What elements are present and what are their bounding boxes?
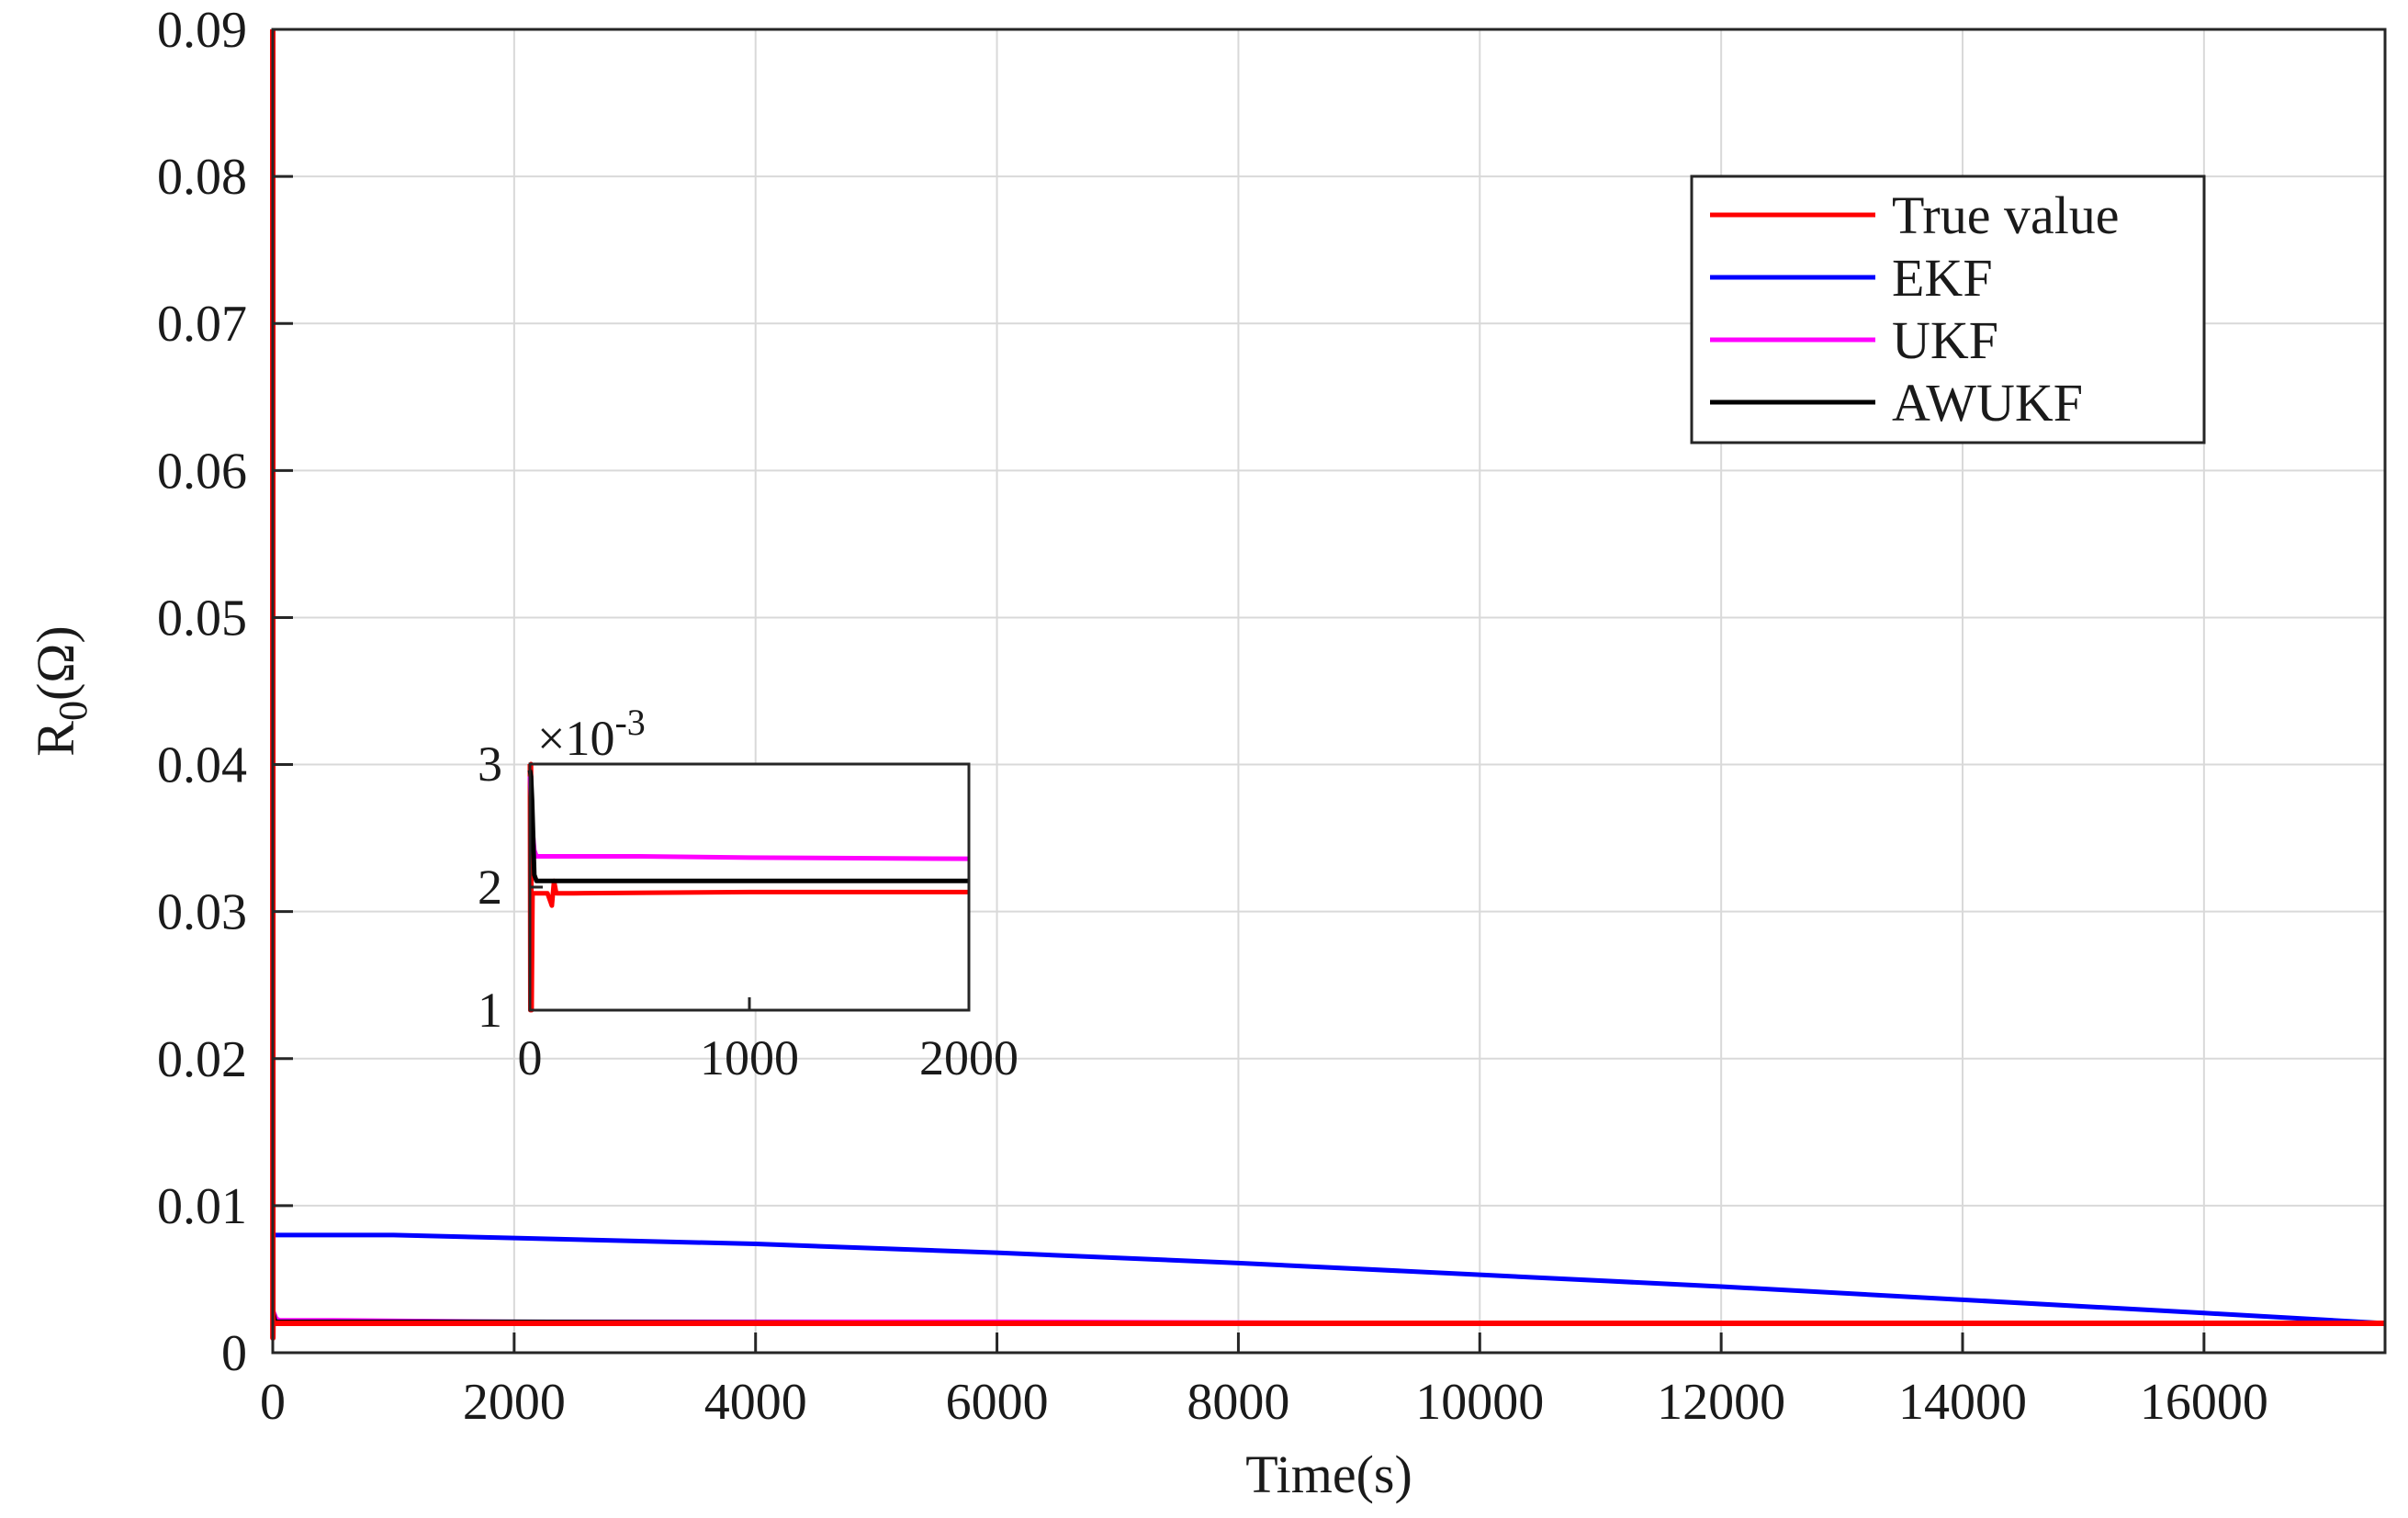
y-tick-label: 0.09 — [157, 2, 247, 59]
inset-multiplier-base: ×10 — [537, 711, 614, 766]
inset-x-tick-label: 2000 — [919, 1030, 1018, 1085]
y-tick-label: 0.03 — [157, 884, 247, 941]
y-axis-title-subscript: 0 — [51, 701, 96, 721]
y-tick-label: 0.07 — [157, 296, 247, 353]
main-plot-frame — [271, 28, 2387, 1355]
legend-label: UKF — [1892, 310, 1998, 370]
inset-background — [530, 764, 969, 1010]
y-tick-label: 0.06 — [157, 443, 247, 500]
y-tick-label: 0.02 — [157, 1031, 247, 1088]
x-tick-label: 14000 — [1898, 1374, 2027, 1431]
legend-label: AWUKF — [1892, 373, 2083, 433]
x-tick-label: 10000 — [1415, 1374, 1544, 1431]
inset-x-tick-label: 1000 — [700, 1030, 799, 1085]
x-tick-label: 4000 — [704, 1374, 807, 1431]
y-axis-title-unit: (Ω) — [26, 625, 85, 701]
y-tick-label: 0.04 — [157, 737, 247, 794]
y-axis-title-base: R — [26, 721, 85, 757]
legend-label: EKF — [1892, 248, 1993, 308]
x-tick-label: 8000 — [1187, 1374, 1289, 1431]
inset-plot: 0 1000 2000 1 2 3 ×10-3 — [478, 702, 1018, 1085]
x-axis-title: Time(s) — [1245, 1445, 1412, 1504]
legend-label: True value — [1892, 186, 2120, 245]
legend-box — [1690, 174, 2206, 444]
inset-series-line-awukf — [527, 770, 969, 883]
x-tick-label: 2000 — [463, 1374, 566, 1431]
inset-multiplier: ×10-3 — [537, 702, 646, 766]
inset-y-tick-label: 3 — [478, 737, 502, 792]
y-tick-label: 0.08 — [157, 149, 247, 206]
inset-ticks: 0 1000 2000 1 2 3 — [478, 737, 1018, 1085]
y-axis-title: R0(Ω) — [26, 625, 96, 756]
y-tick-label: 0.05 — [157, 590, 247, 647]
x-tick-label: 16000 — [2140, 1374, 2268, 1431]
main-ticks: 0 2000 4000 6000 8000 10000 12000 14000 1600000.… — [157, 2, 2268, 1431]
inset-y-tick-label: 2 — [478, 860, 502, 915]
x-tick-label: 12000 — [1657, 1374, 1785, 1431]
inset-multiplier-exponent: -3 — [614, 702, 645, 743]
x-tick-label: 6000 — [946, 1374, 1049, 1431]
inset-y-tick-label: 1 — [478, 983, 502, 1038]
y-tick-label: 0 — [221, 1325, 247, 1382]
y-tick-label: 0.01 — [157, 1178, 247, 1235]
x-tick-label: 0 — [260, 1374, 286, 1431]
series-line-ekf — [273, 1232, 2386, 1326]
inset-x-tick-label: 0 — [518, 1030, 543, 1085]
